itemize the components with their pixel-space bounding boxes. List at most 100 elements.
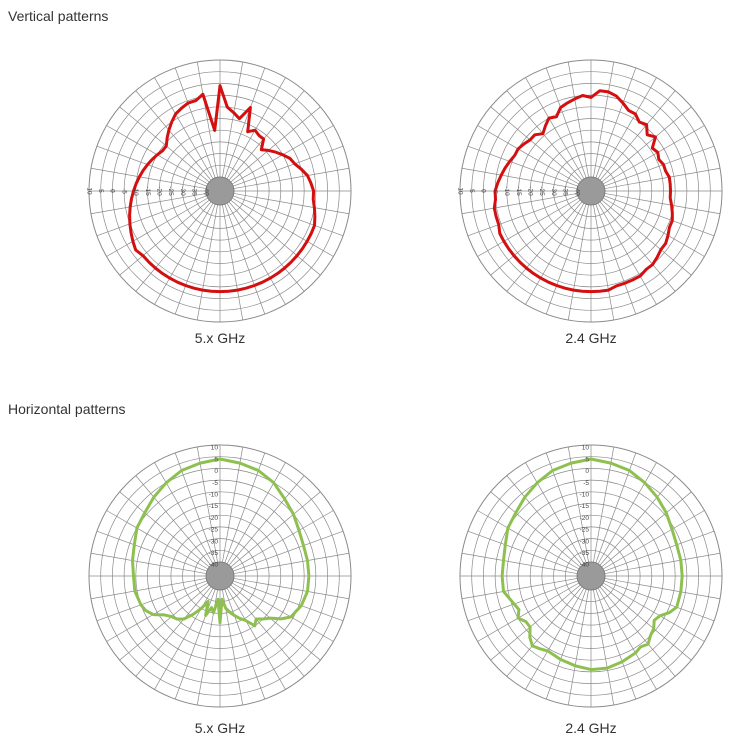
- grid-spoke: [604, 578, 721, 600]
- horizontal-patterns-heading: Horizontal patterns: [8, 401, 126, 417]
- grid-spoke: [602, 125, 705, 185]
- grid-spoke: [90, 193, 207, 215]
- grid-spoke: [604, 167, 721, 189]
- grid-spoke: [231, 582, 334, 642]
- grid-spoke: [595, 67, 637, 178]
- tick-label: -10: [580, 492, 590, 499]
- vertical-5ghz-caption: 5.x GHz: [194, 330, 246, 346]
- tick-label: -35: [580, 550, 590, 557]
- tick-label: -20: [580, 515, 590, 522]
- grid-spoke: [119, 106, 210, 183]
- grid-spoke: [461, 193, 578, 215]
- grid-spoke: [196, 61, 218, 178]
- grid-spoke: [601, 584, 692, 661]
- grid-spoke: [545, 589, 587, 700]
- grid-spoke: [233, 580, 344, 622]
- grid-spoke: [525, 202, 585, 305]
- grid-spoke: [467, 580, 578, 622]
- grid-spoke: [233, 552, 350, 574]
- grid-spoke: [597, 587, 657, 690]
- grid-spoke: [595, 204, 637, 315]
- tick-label: -25: [538, 186, 545, 196]
- grid-spoke: [154, 202, 214, 305]
- pattern-trace: [492, 89, 674, 294]
- grid-spoke: [506, 475, 583, 566]
- grid-spoke: [506, 201, 583, 292]
- grid-spoke: [545, 204, 587, 315]
- grid-spoke: [567, 446, 589, 563]
- grid-spoke: [604, 145, 715, 187]
- center-hub: [205, 561, 235, 591]
- grid-spoke: [593, 446, 615, 563]
- grid-spoke: [233, 145, 344, 187]
- tick-label: -25: [167, 186, 174, 196]
- tick-label: -15: [144, 186, 151, 196]
- grid-spoke: [597, 462, 657, 565]
- grid-spoke: [604, 195, 715, 237]
- grid-spoke: [174, 204, 216, 315]
- grid-spoke: [224, 589, 266, 700]
- grid-spoke: [233, 530, 344, 572]
- grid-spoke: [135, 475, 212, 566]
- grid-spoke: [604, 193, 721, 215]
- grid-spoke: [222, 61, 244, 178]
- grid-spoke: [593, 61, 615, 178]
- grid-spoke: [461, 167, 578, 189]
- grid-spoke: [506, 586, 583, 677]
- center-hub: [576, 176, 606, 206]
- tick-label: 5: [97, 189, 104, 193]
- tick-label: -5: [583, 480, 589, 487]
- grid-spoke: [222, 204, 244, 321]
- grid-spoke: [490, 199, 581, 276]
- grid-spoke: [477, 197, 580, 257]
- grid-spoke: [135, 201, 212, 292]
- tick-label: -40: [209, 562, 219, 569]
- grid-spoke: [135, 90, 212, 181]
- grid-spoke: [477, 510, 580, 570]
- grid-spoke: [119, 199, 210, 276]
- grid-spoke: [490, 491, 581, 568]
- grid-spoke: [461, 578, 578, 600]
- grid-spoke: [593, 204, 615, 321]
- grid-spoke: [230, 491, 321, 568]
- tick-label: -20: [155, 186, 162, 196]
- grid-spoke: [230, 199, 321, 276]
- grid-spoke: [224, 67, 266, 178]
- horizontal-5ghz-caption: 5.x GHz: [194, 720, 246, 736]
- grid-spoke: [231, 510, 334, 570]
- grid-spoke: [599, 90, 676, 181]
- grid-spoke: [230, 106, 321, 183]
- grid-spoke: [525, 77, 585, 180]
- tick-label: 5: [468, 189, 475, 193]
- tick-label: 10: [582, 445, 590, 452]
- tick-label: -20: [526, 186, 533, 196]
- grid-spoke: [154, 462, 214, 565]
- grid-spoke: [228, 586, 305, 677]
- grid-spoke: [226, 202, 286, 305]
- grid-spoke: [96, 145, 207, 187]
- tick-label: -40: [573, 186, 580, 196]
- grid-spoke: [595, 589, 637, 700]
- grid-spoke: [222, 446, 244, 563]
- tick-label: 5: [585, 456, 589, 463]
- grid-spoke: [604, 580, 715, 622]
- tick-label: -15: [515, 186, 522, 196]
- grid-spoke: [490, 106, 581, 183]
- tick-label: -10: [132, 186, 139, 196]
- pattern-trace: [500, 457, 684, 672]
- tick-label: -5: [212, 480, 218, 487]
- grid-spoke: [599, 201, 676, 292]
- tick-label: -40: [580, 562, 590, 569]
- grid-spoke: [224, 204, 266, 315]
- grid-spoke: [601, 106, 692, 183]
- tick-label: 0: [214, 468, 218, 475]
- grid-spoke: [602, 582, 705, 642]
- tick-label: 0: [109, 189, 116, 193]
- grid-spoke: [467, 145, 578, 187]
- grid-spoke: [467, 195, 578, 237]
- grid-spoke: [593, 589, 615, 706]
- tick-label: -5: [120, 188, 127, 194]
- tick-label: -25: [580, 527, 590, 534]
- grid-spoke: [601, 199, 692, 276]
- grid-spoke: [106, 510, 209, 570]
